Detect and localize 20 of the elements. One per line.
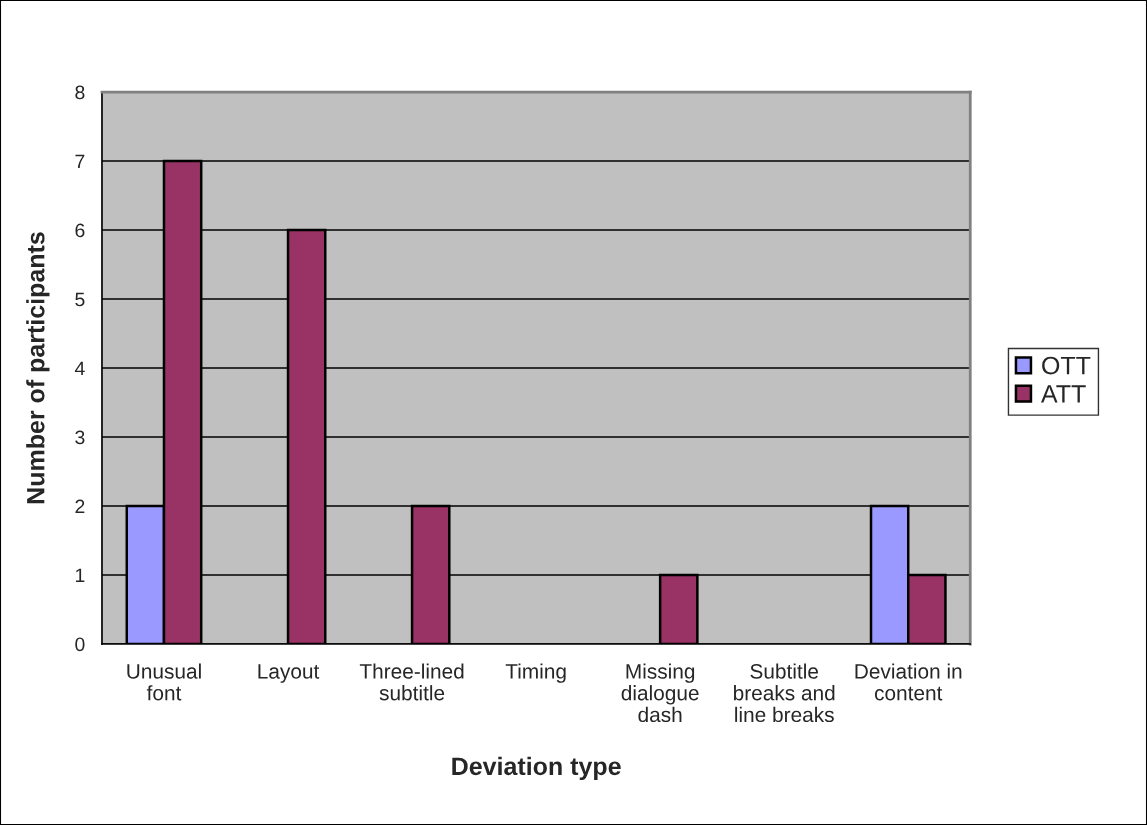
y-tick-label: 1: [75, 568, 85, 583]
y-tick-label: 6: [75, 223, 85, 238]
y-tick-label: 4: [74, 361, 85, 376]
x-tick-label: Timing: [505, 663, 566, 683]
x-tick-label: Layout: [258, 664, 320, 683]
x-axis-title: Deviation type: [452, 756, 621, 781]
x-tick-label: Three-lined subtitle: [359, 663, 464, 701]
x-tick-label: Subtitle breaks and line breaks: [734, 663, 835, 723]
y-tick-label: 7: [75, 154, 85, 169]
x-tick-label: Unusual font: [127, 663, 201, 701]
y-tick-label: 8: [75, 85, 85, 100]
y-axis-title: Number of participants: [26, 232, 50, 504]
y-tick-label: 0: [75, 637, 85, 652]
y-tick-label: 2: [75, 499, 85, 514]
legend-label: OTT: [1042, 356, 1091, 375]
x-tick-label: Deviation in content: [855, 663, 962, 701]
y-tick-label: 3: [75, 430, 85, 445]
x-tick-label: Missing dialogue dash: [621, 663, 699, 723]
legend-label: ATT: [1041, 385, 1086, 403]
y-tick-label: 5: [75, 292, 85, 307]
